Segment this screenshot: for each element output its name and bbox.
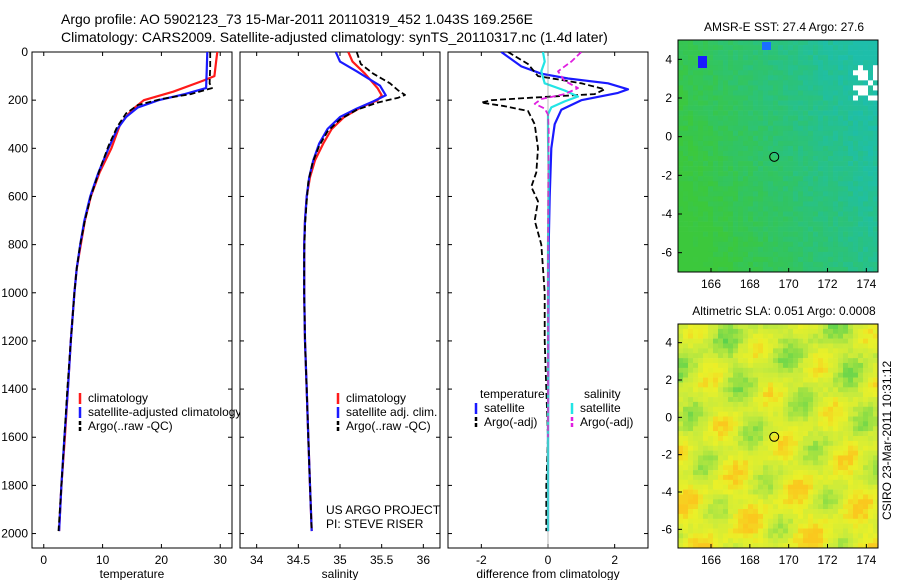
sla-map-frame — [677, 323, 879, 549]
sst-map-ytick-label: 4 — [665, 52, 672, 66]
difference-legend-entry: satellite — [580, 401, 621, 415]
sst-map-frame — [677, 39, 879, 273]
legend-header-salinity: salinity — [584, 387, 621, 401]
sst-map-ytick-label: -6 — [661, 246, 672, 260]
sla-map-ytick-label: 4 — [665, 336, 672, 350]
sla-map-ytick-label: 2 — [665, 373, 672, 387]
temperature-xtick-label: 10 — [96, 553, 110, 567]
sla-map-ytick-label: -2 — [661, 448, 672, 462]
project-note-line: PI: STEVE RISER — [326, 517, 424, 531]
page-title: Argo profile: AO 5902123_73 15-Mar-2011 … — [61, 10, 608, 46]
sla-map-panel: 166 168 170 172 174 -6 -4 -2 0 2 4 Altimetric SLA: … — [661, 304, 879, 567]
salinity-xtick-label: 36 — [417, 553, 431, 567]
sst-cold-patch — [698, 56, 707, 68]
difference-xtick-label: 2 — [611, 553, 618, 567]
difference-series-1 — [480, 52, 606, 532]
temperature-ytick-label: 1800 — [1, 478, 28, 492]
salinity-legend-entry: Argo(..raw -QC) — [346, 419, 431, 433]
salinity-xtick-label: 35.5 — [370, 553, 394, 567]
legend-header-temperature: temperature — [480, 387, 545, 401]
project-note-line: US ARGO PROJECT — [326, 503, 441, 517]
sst-map-ytick-label: 2 — [665, 91, 672, 105]
difference-xtick-label: -2 — [476, 553, 487, 567]
sst-map-title: AMSR-E SST: 27.4 Argo: 27.6 — [704, 20, 864, 34]
sla-map-xtick-label: 168 — [740, 553, 760, 567]
temperature-xtick-label: 0 — [40, 553, 47, 567]
temperature-xtick-label: 20 — [155, 553, 169, 567]
sst-map-xtick-label: 168 — [740, 277, 760, 291]
salinity-xtick-label: 34.5 — [287, 553, 311, 567]
salinity-frame — [239, 51, 441, 549]
sst-map-cells — [678, 40, 879, 273]
temperature-ytick-label: 800 — [8, 238, 28, 252]
title-line-1: Argo profile: AO 5902123_73 15-Mar-2011 … — [61, 11, 533, 27]
temperature-frame — [31, 51, 233, 549]
sla-map-title: Altimetric SLA: 0.051 Argo: 0.0008 — [692, 304, 876, 318]
difference-legend-entry: satellite — [484, 401, 525, 415]
sst-map-panel: 166 168 170 172 174 -6 -4 -2 0 2 4 AMSR-E SST: 27.4… — [661, 20, 879, 291]
sst-map-argo-marker — [769, 151, 780, 162]
sst-cold-patch — [762, 42, 771, 50]
salinity-series-2 — [303, 52, 406, 532]
salinity-xtick-label: 34 — [250, 553, 264, 567]
temperature-legend-entry: climatology — [88, 391, 148, 405]
temperature-ytick-label: 1400 — [1, 382, 28, 396]
temperature-ytick-label: 0 — [21, 45, 28, 59]
temperature-series-group — [57, 52, 219, 532]
sla-map-cells — [678, 324, 879, 549]
salinity-xtick-label: 35 — [333, 553, 347, 567]
difference-legend-entry: Argo(-adj) — [484, 415, 537, 429]
salinity-legend-entry: climatology — [346, 391, 406, 405]
difference-legend-entry: Argo(-adj) — [580, 415, 633, 429]
sst-map-xtick-label: 166 — [701, 277, 721, 291]
sla-map-xtick-label: 172 — [817, 553, 837, 567]
temperature-xtick-label: 30 — [214, 553, 228, 567]
temperature-ytick-label: 1200 — [1, 334, 28, 348]
temperature-legend-entry: Argo(..raw -QC) — [88, 419, 173, 433]
sst-map-ytick-label: -2 — [661, 168, 672, 182]
temperature-series-1 — [58, 52, 209, 532]
salinity-xlabel: salinity — [322, 567, 359, 580]
sst-map-xtick-label: 172 — [817, 277, 837, 291]
temperature-panel: 0 10 20 30 0 200 400 600 800 1000 1200 1400 1600 1800… — [1, 45, 241, 580]
sst-map-xtick-label: 174 — [856, 277, 876, 291]
sla-map-argo-marker — [769, 431, 780, 442]
salinity-panel: 34 34.5 35 35.5 36 salinity climatologysatelli… — [239, 51, 441, 580]
sla-map-xtick-label: 166 — [701, 553, 721, 567]
sst-map-ytick-label: 0 — [665, 130, 672, 144]
sla-map-ytick-label: -6 — [661, 522, 672, 536]
temperature-legend-entry: satellite-adjusted climatology — [88, 405, 241, 419]
sla-map-ytick-label: 0 — [665, 410, 672, 424]
sla-map-ytick-label: -4 — [661, 485, 672, 499]
sst-map-ytick-label: -4 — [661, 207, 672, 221]
temperature-ytick-label: 1600 — [1, 430, 28, 444]
temperature-ytick-label: 400 — [8, 141, 28, 155]
sst-map-xtick-label: 170 — [779, 277, 799, 291]
temperature-ytick-label: 1000 — [1, 286, 28, 300]
difference-xtick-label: 0 — [545, 553, 552, 567]
temperature-xlabel: temperature — [100, 567, 165, 580]
sla-map-xtick-label: 170 — [779, 553, 799, 567]
difference-xlabel: difference from climatology — [476, 567, 619, 580]
salinity-legend-entry: satellite adj. clim. — [346, 405, 437, 419]
sla-map-xtick-label: 174 — [856, 553, 876, 567]
temperature-ytick-label: 2000 — [1, 527, 28, 541]
temperature-ytick-label: 200 — [8, 93, 28, 107]
salinity-series-group — [303, 52, 406, 532]
temperature-series-2 — [57, 52, 213, 532]
temperature-ytick-label: 600 — [8, 189, 28, 203]
side-stamp: CSIRO 23-Mar-2011 10:31:12 — [880, 360, 894, 520]
title-line-2: Climatology: CARS2009. Satellite-adjuste… — [61, 29, 608, 45]
